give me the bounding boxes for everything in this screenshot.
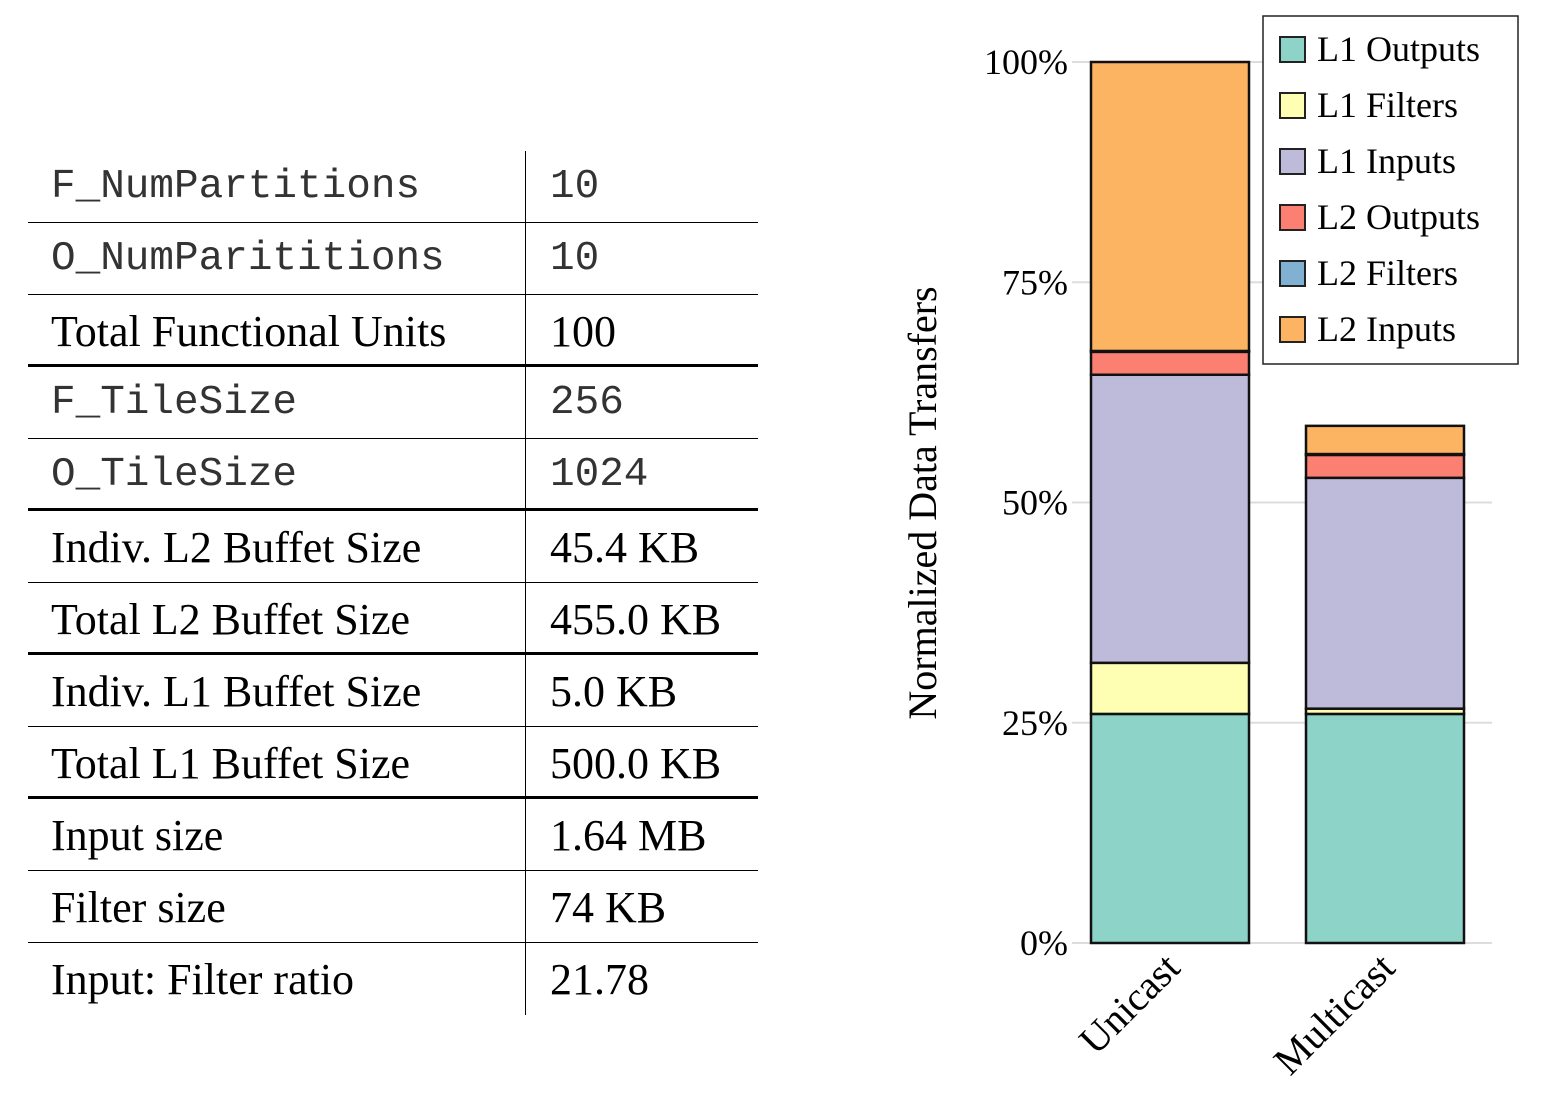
parameter-name: F_NumPartitions (28, 151, 526, 223)
legend-label: L2 Outputs (1317, 197, 1480, 237)
table-row: O_NumParititions 10 (28, 223, 758, 295)
parameter-value: 1024 (550, 452, 649, 498)
x-tick-label: Multicast (1265, 945, 1404, 1084)
bar-segment (1089, 373, 1251, 665)
parameter-value: 455.0 KB (550, 594, 722, 644)
legend-swatch (1279, 92, 1306, 119)
parameter-name: O_NumParititions (28, 223, 526, 295)
x-tick-label: Unicast (1070, 945, 1188, 1063)
legend-swatch (1279, 148, 1306, 175)
legend-swatch (1279, 36, 1306, 63)
parameter-value: 45.4 KB (550, 522, 700, 572)
legend: L1 Outputs L1 Filters L1 Inputs L2 Outputs L… (1262, 15, 1519, 365)
parameter-value: 10 (550, 236, 600, 282)
bar-segment (1304, 476, 1466, 710)
parameter-table: F_NumPartitions 10 O_NumParititions 10 Total… (28, 151, 758, 1015)
bar-segment (1089, 60, 1251, 353)
parameter-name: Total L2 Buffet Size (28, 583, 526, 655)
legend-label: L1 Inputs (1317, 141, 1456, 181)
parameter-name: Filter size (28, 871, 526, 943)
y-tick-label: 0% (1020, 923, 1068, 963)
parameter-name: Input: Filter ratio (28, 943, 526, 1015)
table-row: F_NumPartitions 10 (28, 151, 758, 223)
table-row: Input: Filter ratio 21.78 (28, 943, 758, 1015)
parameter-value: 256 (550, 380, 624, 426)
bar-segment (1089, 350, 1251, 377)
legend-swatch (1279, 260, 1306, 287)
bar-segment (1304, 424, 1466, 456)
table-row: F_TileSize 256 (28, 367, 758, 439)
parameter-name: O_TileSize (28, 439, 526, 511)
parameter-value: 500.0 KB (550, 738, 722, 788)
y-tick-label: 25% (1002, 703, 1068, 743)
parameter-value: 5.0 KB (550, 666, 678, 716)
y-tick-label: 50% (1002, 483, 1068, 523)
bar-segment (1304, 453, 1466, 480)
bar-segment (1089, 661, 1251, 716)
parameter-value: 1.64 MB (550, 810, 707, 860)
table-row: O_TileSize 1024 (28, 439, 758, 511)
y-tick-label: 100% (984, 42, 1068, 82)
parameter-name: Indiv. L1 Buffet Size (28, 655, 526, 727)
parameter-name: Input size (28, 799, 526, 871)
parameter-name: Total Functional Units (28, 295, 526, 367)
table-row: Total Functional Units 100 (28, 295, 758, 367)
legend-label: L1 Filters (1317, 85, 1458, 125)
parameter-value: 100 (550, 306, 616, 356)
legend-swatch (1279, 204, 1306, 231)
parameter-name: F_TileSize (28, 367, 526, 439)
parameter-value: 74 KB (550, 882, 667, 932)
y-axis-title: Normalized Data Transfers (900, 286, 945, 719)
y-tick-label: 75% (1002, 262, 1068, 302)
parameter-name: Indiv. L2 Buffet Size (28, 511, 526, 583)
table-row: Input size 1.64 MB (28, 799, 758, 871)
legend-swatch (1279, 316, 1306, 343)
bar-segment (1089, 712, 1251, 945)
table-row: Filter size 74 KB (28, 871, 758, 943)
legend-label: L2 Inputs (1317, 309, 1456, 349)
legend-label: L1 Outputs (1317, 29, 1480, 69)
table-row: Indiv. L1 Buffet Size 5.0 KB (28, 655, 758, 727)
parameter-value: 10 (550, 164, 600, 210)
table-row: Total L2 Buffet Size 455.0 KB (28, 583, 758, 655)
bar-segment (1304, 712, 1466, 945)
legend-label: L2 Filters (1317, 253, 1458, 293)
bars (1089, 60, 1466, 945)
parameter-value: 21.78 (550, 954, 649, 1004)
table-row: Indiv. L2 Buffet Size 45.4 KB (28, 511, 758, 583)
table-row: Total L1 Buffet Size 500.0 KB (28, 727, 758, 799)
parameter-name: Total L1 Buffet Size (28, 727, 526, 799)
legend-box (1262, 15, 1519, 365)
